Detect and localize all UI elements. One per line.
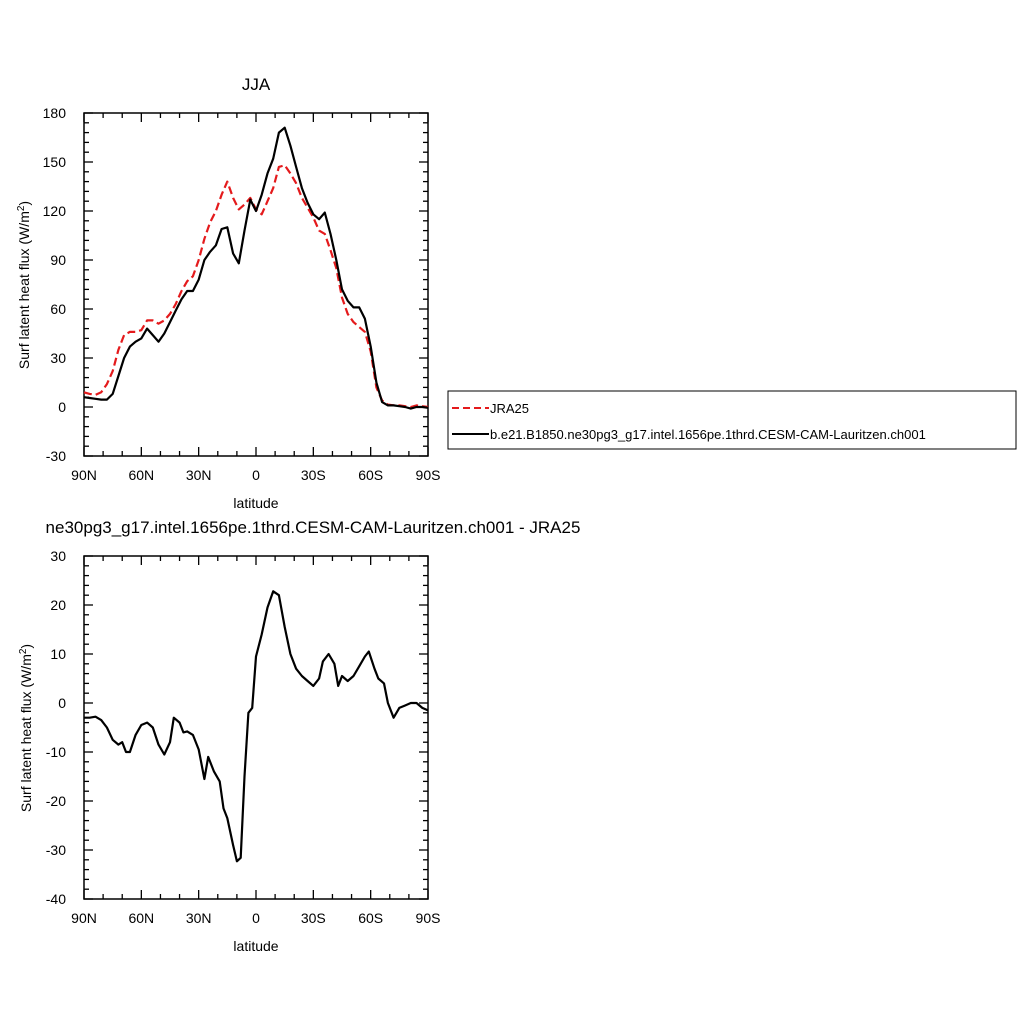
panel-bottom-difference: ne30pg3_g17.intel.1656pe.1thrd.CESM-CAM-… [18, 518, 580, 954]
y-tick-label: 30 [50, 548, 66, 564]
x-tick-label: 0 [252, 910, 260, 926]
legend-label-jra25: JRA25 [490, 401, 529, 416]
legend-label-model: b.e21.B1850.ne30pg3_g17.intel.1656pe.1th… [490, 427, 926, 442]
y-tick-label: -40 [46, 891, 66, 907]
panel-top-jja: JJA 90N 60N 30N 0 30S 60S 90S -30 0 30 60 90 120 150 1… [16, 75, 440, 511]
x-tick-label: 30S [301, 910, 326, 926]
y-tick-label: -30 [46, 448, 66, 464]
axis-ticks: 90N 60N 30N 0 30S 60S 90S -30 0 30 60 90 120 150 180 [43, 105, 441, 483]
panel-title: ne30pg3_g17.intel.1656pe.1thrd.CESM-CAM-… [46, 518, 581, 537]
series-lines [84, 590, 429, 863]
series-lines [83, 126, 429, 410]
plot-frame [83, 112, 429, 457]
y-axis-title: Surf latent heat flux (W/m2) [18, 644, 34, 812]
y-tick-label: 10 [50, 646, 66, 662]
x-tick-label: 60N [128, 467, 154, 483]
x-tick-label: 60S [358, 467, 383, 483]
y-tick-label: 90 [50, 252, 66, 268]
series-line-1 [84, 590, 429, 863]
y-tick-label: -10 [46, 744, 66, 760]
x-tick-label: 0 [252, 467, 260, 483]
y-tick-label: 120 [43, 203, 67, 219]
x-tick-label: 30N [186, 910, 212, 926]
x-tick-label: 90S [416, 467, 441, 483]
x-tick-label: 90S [416, 910, 441, 926]
x-tick-label: 30N [186, 467, 212, 483]
y-tick-label: 0 [58, 399, 66, 415]
x-axis-title: latitude [233, 495, 278, 511]
y-tick-label: -20 [46, 793, 66, 809]
y-tick-label: 180 [43, 105, 67, 121]
x-tick-label: 60N [128, 910, 154, 926]
axis-ticks: 90N 60N 30N 0 30S 60S 90S -40 -30 -20 -10 0 10 20 30 [46, 548, 441, 926]
y-tick-label: 0 [58, 695, 66, 711]
x-tick-label: 90N [71, 910, 97, 926]
y-tick-label: 150 [43, 154, 67, 170]
series-line-2 [83, 126, 429, 410]
x-axis-title: latitude [233, 938, 278, 954]
series-line-1 [83, 164, 429, 409]
x-tick-label: 60S [358, 910, 383, 926]
legend: JRA25 b.e21.B1850.ne30pg3_g17.intel.1656… [447, 390, 1017, 450]
y-tick-label: 60 [50, 301, 66, 317]
y-tick-label: 20 [50, 597, 66, 613]
panel-title: JJA [242, 75, 271, 94]
y-tick-label: -30 [46, 842, 66, 858]
x-tick-label: 30S [301, 467, 326, 483]
plot-frame [83, 555, 429, 900]
y-axis-title: Surf latent heat flux (W/m2) [16, 201, 32, 369]
x-tick-label: 90N [71, 467, 97, 483]
y-tick-label: 30 [50, 350, 66, 366]
legend-box [447, 390, 1017, 450]
